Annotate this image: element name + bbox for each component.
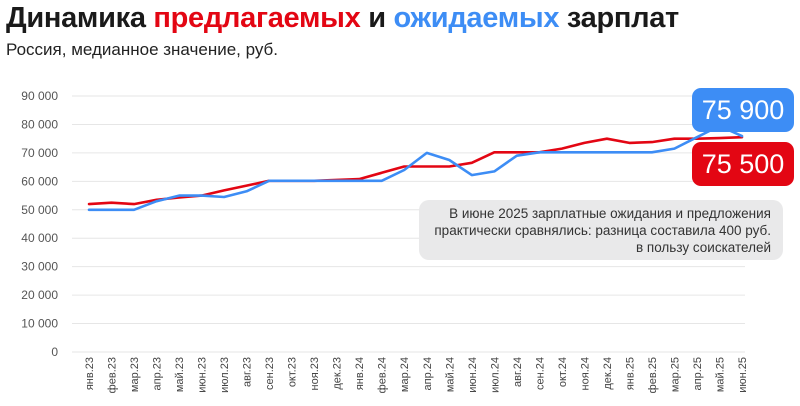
x-tick-label: май.25 — [714, 357, 726, 392]
x-tick-label: июн.23 — [197, 357, 209, 393]
expected-value-badge: 75 900 — [692, 88, 794, 132]
x-tick-label: июн.25 — [737, 357, 749, 393]
x-tick-label: сен.24 — [534, 357, 546, 390]
y-tick-label: 80 000 — [21, 117, 58, 131]
y-tick-label: 30 000 — [21, 260, 58, 274]
title-part-1: Динамика — [6, 2, 154, 34]
x-tick-label: ноя.24 — [579, 357, 591, 390]
title-offered-word: предлагаемых — [153, 2, 361, 34]
x-tick-label: окт.24 — [557, 357, 569, 387]
x-tick-label: май.23 — [174, 357, 186, 392]
x-tick-label: окт.23 — [287, 357, 299, 387]
annotation-note: В июне 2025 зарплатные ожидания и предло… — [419, 200, 783, 260]
series-line-expected — [87, 124, 744, 212]
title-part-3: и — [360, 2, 394, 34]
x-tick-label: май.24 — [444, 357, 456, 392]
x-tick-label: янв.24 — [354, 357, 366, 390]
x-tick-label: фев.23 — [107, 357, 119, 393]
x-tick-label: авг.23 — [242, 357, 254, 387]
x-tick-label: дек.23 — [332, 357, 344, 390]
x-tick-label: мар.24 — [399, 357, 411, 392]
y-tick-label: 70 000 — [21, 146, 58, 160]
x-tick-label: мар.25 — [669, 357, 681, 392]
x-tick-label: апр.23 — [152, 357, 164, 390]
y-tick-label: 60 000 — [21, 174, 58, 188]
x-tick-label: апр.25 — [692, 357, 704, 390]
y-tick-label: 40 000 — [21, 231, 58, 245]
x-tick-label: июн.24 — [467, 357, 479, 393]
x-tick-label: фев.24 — [377, 357, 389, 393]
x-tick-label: дек.24 — [602, 357, 614, 390]
chart-subtitle: Россия, медианное значение, руб. — [6, 40, 279, 59]
x-tick-label: янв.23 — [84, 357, 96, 390]
offered-value-badge: 75 500 — [692, 142, 794, 186]
x-tick-label: янв.25 — [624, 357, 636, 390]
y-tick-label: 50 000 — [21, 203, 58, 217]
x-tick-label: авг.24 — [512, 357, 524, 387]
chart-title: Динамика предлагаемых и ожидаемых зарпла… — [6, 2, 679, 35]
x-tick-label: апр.24 — [422, 357, 434, 390]
y-tick-label: 0 — [51, 345, 58, 359]
series-line-offered — [87, 135, 744, 206]
x-tick-label: сен.23 — [264, 357, 276, 390]
y-tick-label: 20 000 — [21, 288, 58, 302]
x-tick-label: фев.25 — [647, 357, 659, 393]
title-expected-word: ожидаемых — [393, 2, 560, 34]
x-tick-label: июл.23 — [219, 357, 231, 393]
x-tick-label: ноя.23 — [309, 357, 321, 390]
x-tick-label: мар.23 — [129, 357, 141, 392]
title-part-5: зарплат — [559, 2, 679, 34]
y-tick-label: 10 000 — [21, 317, 58, 331]
x-tick-label: июл.24 — [489, 357, 501, 393]
y-tick-label: 90 000 — [21, 89, 58, 103]
